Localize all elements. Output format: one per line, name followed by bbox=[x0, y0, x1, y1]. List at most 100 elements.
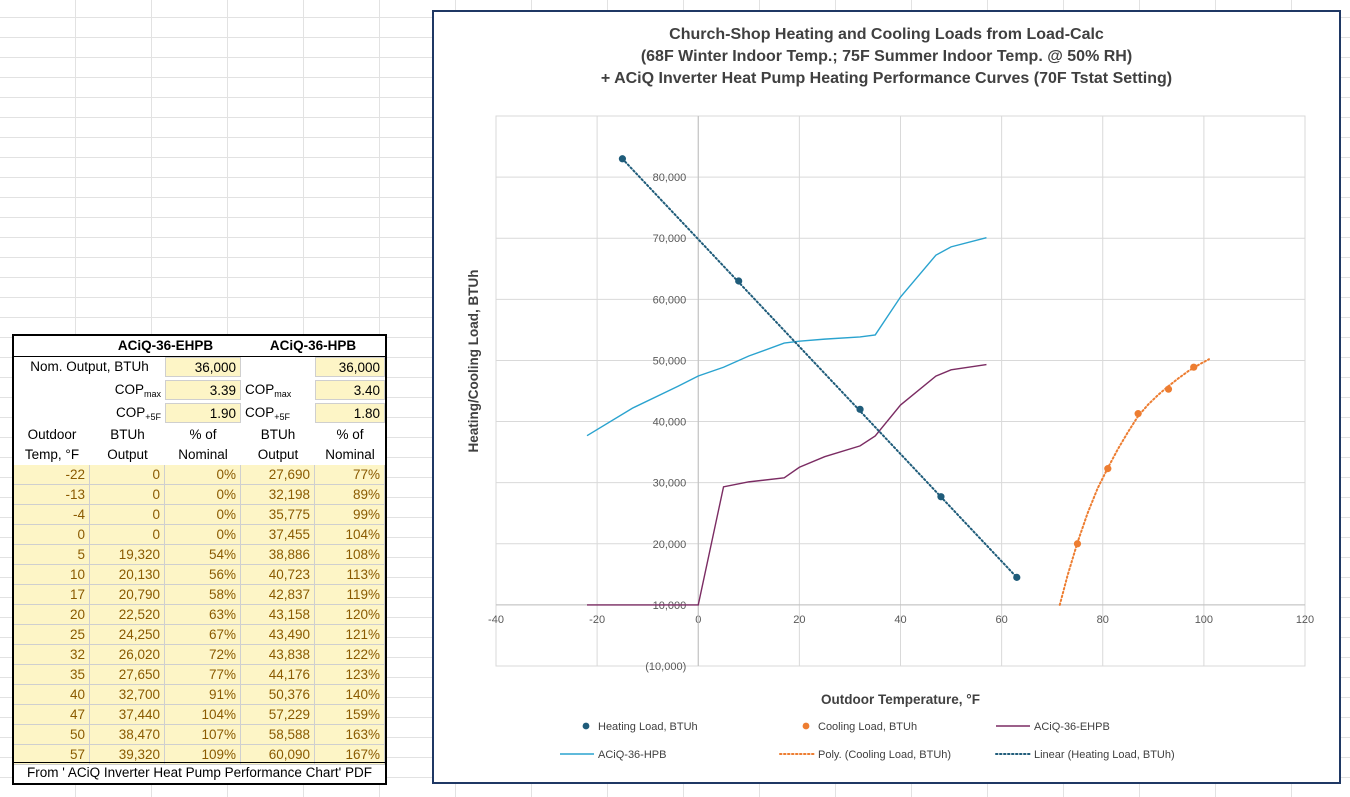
cell-btuh-hpb[interactable]: 27,690 bbox=[241, 465, 315, 485]
cell-btuh-ehpb[interactable]: 32,700 bbox=[90, 685, 165, 705]
cell-pct-ehpb[interactable]: 109% bbox=[165, 745, 241, 765]
cell-pct-hpb[interactable]: 104% bbox=[315, 525, 385, 545]
cop-max-label-hpb[interactable]: COPmax bbox=[241, 380, 315, 400]
col-header-output-ehpb[interactable]: Output bbox=[107, 447, 148, 462]
cop-max-label-ehpb[interactable]: COPmax bbox=[90, 380, 165, 400]
model-name-hpb[interactable]: ACiQ-36-HPB bbox=[269, 338, 357, 353]
cell-btuh-hpb[interactable]: 43,158 bbox=[241, 605, 315, 625]
cell-pct-hpb[interactable]: 121% bbox=[315, 625, 385, 645]
cell-pct-hpb[interactable]: 108% bbox=[315, 545, 385, 565]
cell-temp[interactable]: 50 bbox=[14, 725, 90, 745]
cell-pct-hpb[interactable]: 123% bbox=[315, 665, 385, 685]
cell-btuh-hpb[interactable]: 35,775 bbox=[241, 505, 315, 525]
cell-temp[interactable]: -13 bbox=[14, 485, 90, 505]
cell-temp[interactable]: 5 bbox=[14, 545, 90, 565]
cell-btuh-ehpb[interactable]: 0 bbox=[90, 505, 165, 525]
cell-temp[interactable]: 32 bbox=[14, 645, 90, 665]
cop-max-hpb[interactable]: 3.40 bbox=[315, 380, 385, 400]
cell-pct-ehpb[interactable]: 77% bbox=[165, 665, 241, 685]
cop-5f-ehpb[interactable]: 1.90 bbox=[165, 403, 241, 423]
cell-pct-ehpb[interactable]: 58% bbox=[165, 585, 241, 605]
cell-temp[interactable]: 0 bbox=[14, 525, 90, 545]
cell-btuh-ehpb[interactable]: 27,650 bbox=[90, 665, 165, 685]
cell-btuh-hpb[interactable]: 57,229 bbox=[241, 705, 315, 725]
cell-temp[interactable]: 57 bbox=[14, 745, 90, 765]
cell-btuh-hpb[interactable]: 38,886 bbox=[241, 545, 315, 565]
cell-pct-ehpb[interactable]: 54% bbox=[165, 545, 241, 565]
cell-btuh-hpb[interactable]: 43,490 bbox=[241, 625, 315, 645]
cell-btuh-ehpb[interactable]: 20,130 bbox=[90, 565, 165, 585]
cell-btuh-hpb[interactable]: 60,090 bbox=[241, 745, 315, 765]
cell-pct-hpb[interactable]: 167% bbox=[315, 745, 385, 765]
cell-btuh-ehpb[interactable]: 0 bbox=[90, 465, 165, 485]
cell-btuh-hpb[interactable]: 32,198 bbox=[241, 485, 315, 505]
cop-5f-label-hpb[interactable]: COP+5F bbox=[241, 403, 315, 423]
col-header-outdoor[interactable]: Outdoor bbox=[27, 427, 77, 442]
cell-pct-ehpb[interactable]: 0% bbox=[165, 505, 241, 525]
cop-max-ehpb[interactable]: 3.39 bbox=[165, 380, 241, 400]
cell-pct-hpb[interactable]: 159% bbox=[315, 705, 385, 725]
cell-btuh-ehpb[interactable]: 38,470 bbox=[90, 725, 165, 745]
cell-btuh-ehpb[interactable]: 19,320 bbox=[90, 545, 165, 565]
cell-temp[interactable]: -4 bbox=[14, 505, 90, 525]
cell-pct-hpb[interactable]: 99% bbox=[315, 505, 385, 525]
cop-5f-hpb[interactable]: 1.80 bbox=[315, 403, 385, 423]
cell-pct-ehpb[interactable]: 0% bbox=[165, 485, 241, 505]
cell-pct-ehpb[interactable]: 107% bbox=[165, 725, 241, 745]
cell-btuh-ehpb[interactable]: 39,320 bbox=[90, 745, 165, 765]
cop-5f-label-ehpb[interactable]: COP+5F bbox=[90, 403, 165, 423]
cell-pct-ehpb[interactable]: 63% bbox=[165, 605, 241, 625]
cell-temp[interactable]: -22 bbox=[14, 465, 90, 485]
cell-temp[interactable]: 35 bbox=[14, 665, 90, 685]
cell-btuh-hpb[interactable]: 42,837 bbox=[241, 585, 315, 605]
nom-output-ehpb[interactable]: 36,000 bbox=[165, 357, 241, 377]
cell-btuh-ehpb[interactable]: 20,790 bbox=[90, 585, 165, 605]
cell-pct-ehpb[interactable]: 72% bbox=[165, 645, 241, 665]
col-header-temp[interactable]: Temp, °F bbox=[24, 447, 80, 462]
cell-pct-ehpb[interactable]: 56% bbox=[165, 565, 241, 585]
cell-temp[interactable]: 47 bbox=[14, 705, 90, 725]
cell-btuh-hpb[interactable]: 44,176 bbox=[241, 665, 315, 685]
nom-output-label[interactable]: Nom. Output, BTUh bbox=[30, 359, 149, 374]
cell-btuh-hpb[interactable]: 50,376 bbox=[241, 685, 315, 705]
cell-pct-ehpb[interactable]: 0% bbox=[165, 465, 241, 485]
cell-btuh-hpb[interactable]: 37,455 bbox=[241, 525, 315, 545]
cell-pct-hpb[interactable]: 113% bbox=[315, 565, 385, 585]
cell-btuh-hpb[interactable]: 43,838 bbox=[241, 645, 315, 665]
cell-temp[interactable]: 17 bbox=[14, 585, 90, 605]
table-footer-source[interactable]: From ' ACiQ Inverter Heat Pump Performan… bbox=[14, 762, 385, 783]
cell-pct-hpb[interactable]: 77% bbox=[315, 465, 385, 485]
cell-pct-hpb[interactable]: 122% bbox=[315, 645, 385, 665]
cell-pct-ehpb[interactable]: 0% bbox=[165, 525, 241, 545]
model-name-ehpb[interactable]: ACiQ-36-EHPB bbox=[117, 338, 214, 353]
cell-pct-hpb[interactable]: 163% bbox=[315, 725, 385, 745]
cell-pct-hpb[interactable]: 89% bbox=[315, 485, 385, 505]
cell-btuh-ehpb[interactable]: 26,020 bbox=[90, 645, 165, 665]
cell-temp[interactable]: 20 bbox=[14, 605, 90, 625]
col-header-pct-hpb[interactable]: % of bbox=[336, 427, 364, 442]
cell-btuh-ehpb[interactable]: 0 bbox=[90, 485, 165, 505]
cell-btuh-hpb[interactable]: 40,723 bbox=[241, 565, 315, 585]
nom-output-hpb[interactable]: 36,000 bbox=[315, 357, 385, 377]
cell-pct-ehpb[interactable]: 104% bbox=[165, 705, 241, 725]
col-header-btuh-ehpb[interactable]: BTUh bbox=[110, 427, 145, 442]
cell-btuh-ehpb[interactable]: 22,520 bbox=[90, 605, 165, 625]
chart-area[interactable]: Church-Shop Heating and Cooling Loads fr… bbox=[432, 10, 1341, 784]
cell-temp[interactable]: 40 bbox=[14, 685, 90, 705]
col-header-pct-ehpb[interactable]: % of bbox=[189, 427, 217, 442]
cell-pct-ehpb[interactable]: 91% bbox=[165, 685, 241, 705]
col-header-nominal-ehpb[interactable]: Nominal bbox=[178, 447, 228, 462]
col-header-btuh-hpb[interactable]: BTUh bbox=[260, 427, 296, 442]
cell-temp[interactable]: 10 bbox=[14, 565, 90, 585]
cell-btuh-ehpb[interactable]: 0 bbox=[90, 525, 165, 545]
cell-temp[interactable]: 25 bbox=[14, 625, 90, 645]
cell-pct-hpb[interactable]: 140% bbox=[315, 685, 385, 705]
cell-pct-hpb[interactable]: 120% bbox=[315, 605, 385, 625]
col-header-output-hpb[interactable]: Output bbox=[257, 447, 299, 462]
cell-pct-hpb[interactable]: 119% bbox=[315, 585, 385, 605]
col-header-nominal-hpb[interactable]: Nominal bbox=[325, 447, 375, 462]
cell-btuh-ehpb[interactable]: 37,440 bbox=[90, 705, 165, 725]
cell-btuh-hpb[interactable]: 58,588 bbox=[241, 725, 315, 745]
cell-pct-ehpb[interactable]: 67% bbox=[165, 625, 241, 645]
cell-btuh-ehpb[interactable]: 24,250 bbox=[90, 625, 165, 645]
